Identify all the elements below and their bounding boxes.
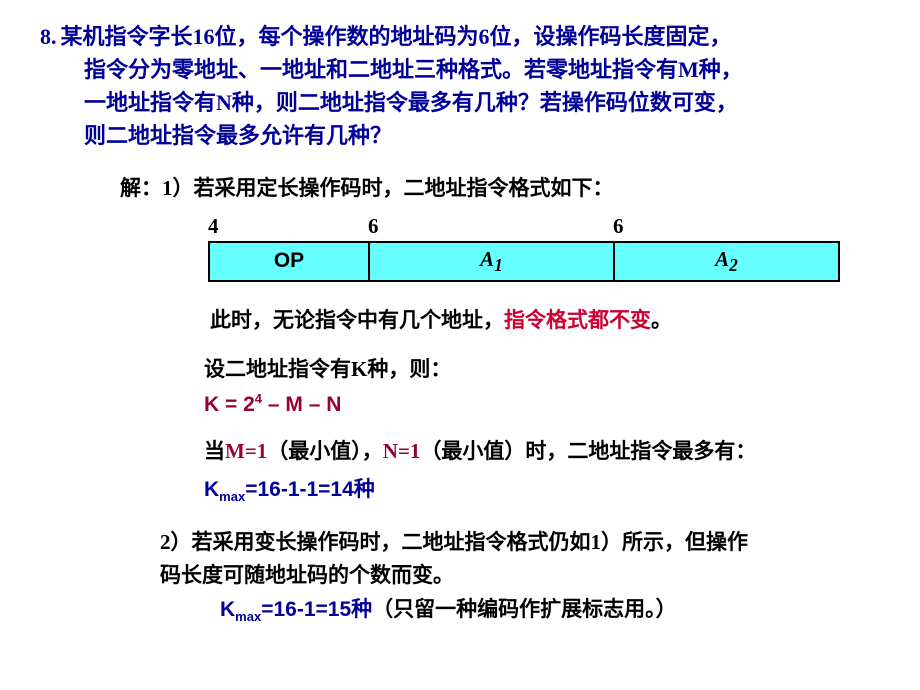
question-block: 8.某机指令字长16位，每个操作数的地址码为6位，设操作码长度固定， 指令分为零… [40, 20, 880, 152]
instruction-format-table: OP A1 A2 [208, 241, 840, 282]
bit-width-a2: 6 [613, 214, 763, 239]
question-line2: 指令分为零地址、一地址和二地址三种格式。若零地址指令有M种， [40, 57, 743, 82]
note-line: 此时，无论指令中有几个地址，指令格式都不变。 [40, 304, 880, 338]
note-post: 。 [651, 308, 672, 332]
part2-line2: 码长度可随地址码的个数而变。 [40, 559, 880, 593]
question-number: 8. [40, 24, 57, 49]
formula-k: K = 24 – M – N [40, 391, 880, 417]
question-line3: 一地址指令有N种，则二地址指令最多有几种？若操作码位数可变， [40, 90, 738, 115]
when-line: 当M=1（最小值），N=1（最小值）时，二地址指令最多有： [40, 435, 880, 469]
question-line1: 某机指令字长16位，每个操作数的地址码为6位，设操作码长度固定， [61, 24, 732, 49]
bit-width-a1: 6 [368, 214, 613, 239]
note-red: 指令格式都不变 [504, 308, 651, 332]
set-k-line: 设二地址指令有K种，则： [40, 353, 880, 387]
part2-result: Kmax=16-1=15种（只留一种编码作扩展标志用。） [40, 593, 880, 628]
solution-part1-label: 解：1）若采用定长操作码时，二地址指令格式如下： [40, 172, 880, 206]
kmax1-line: Kmax=16-1-1=14种 [40, 473, 880, 504]
part2-line1: 2）若采用变长操作码时，二地址指令格式仍如1）所示，但操作 [40, 526, 880, 560]
note-pre: 此时，无论指令中有几个地址， [210, 308, 504, 332]
bit-width-op: 4 [208, 214, 368, 239]
table-cell-a2: A2 [614, 242, 839, 281]
question-line4: 则二地址指令最多允许有几种？ [40, 123, 392, 148]
table-cell-op: OP [209, 242, 369, 281]
table-cell-a1: A1 [369, 242, 614, 281]
bit-widths-row: 4 6 6 [40, 214, 880, 239]
